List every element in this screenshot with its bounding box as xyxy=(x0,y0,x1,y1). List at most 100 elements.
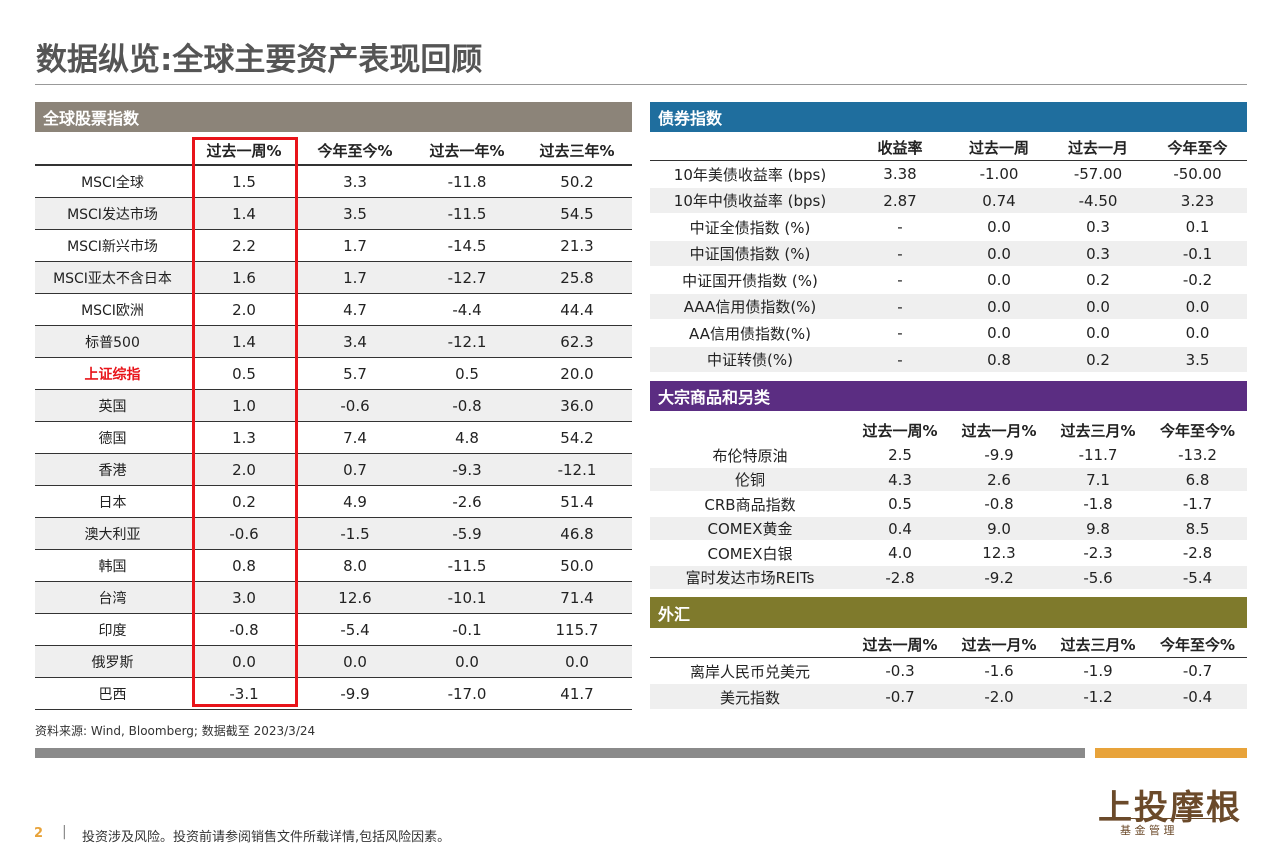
table-cell: -2.8 xyxy=(1182,544,1213,563)
column-header: 过去三月% xyxy=(1060,421,1136,440)
table-cell: 1.0 xyxy=(232,397,256,415)
table-cell: - xyxy=(897,297,903,316)
table-row xyxy=(35,198,632,230)
table-cell: 0.0 xyxy=(987,244,1011,263)
table-cell: 0.0 xyxy=(1086,324,1110,343)
table-cell: -11.5 xyxy=(447,205,487,223)
table-cell: -0.4 xyxy=(1182,688,1213,706)
table-cell: 1.3 xyxy=(232,429,256,447)
table-cell: 0.0 xyxy=(455,653,479,671)
table-cell: 6.8 xyxy=(1185,470,1210,489)
table-cell: -11.8 xyxy=(447,173,487,191)
table-cell: -10.1 xyxy=(447,589,487,607)
table-row xyxy=(650,187,1247,214)
table-cell: 1.5 xyxy=(232,173,256,191)
table-cell: 46.8 xyxy=(560,525,594,543)
table-cell: 0.3 xyxy=(1086,244,1110,263)
table-cell: 0.74 xyxy=(982,191,1016,210)
logo-tagline: 基 金 管 理 xyxy=(1120,824,1175,837)
table-cell: 1.4 xyxy=(232,333,256,351)
table-cell: -0.8 xyxy=(452,397,482,415)
header-rule xyxy=(650,160,1247,162)
table-cell: 2.2 xyxy=(232,237,256,255)
column-header: 今年至今% xyxy=(1159,421,1236,440)
table-row xyxy=(35,422,632,454)
column-header: 过去一周 xyxy=(968,138,1029,157)
table-cell: 21.3 xyxy=(560,237,594,255)
row-label: CRB商品指数 xyxy=(704,495,796,514)
table-row xyxy=(650,293,1247,320)
table-cell: 1.7 xyxy=(343,269,367,287)
table-cell: 4.8 xyxy=(455,429,479,447)
table-cell: 0.0 xyxy=(1086,297,1110,316)
table-cell: 2.0 xyxy=(232,461,256,479)
table-cell: 1.6 xyxy=(232,269,256,287)
table-cell: -2.3 xyxy=(1083,544,1113,563)
column-header: 过去一月 xyxy=(1067,138,1128,157)
table-row xyxy=(650,214,1247,241)
table-cell: 4.9 xyxy=(343,493,367,511)
table-cell: -3.1 xyxy=(229,685,259,703)
table-cell: - xyxy=(897,350,903,369)
divider: | xyxy=(62,824,67,840)
page-number: 2 xyxy=(34,826,44,841)
table-cell: -2.8 xyxy=(885,568,915,587)
column-header: 过去三年% xyxy=(539,141,615,160)
row-label: 10年美债收益率 (bps) xyxy=(673,165,827,184)
row-label: 巴西 xyxy=(98,687,127,703)
table-cell: 2.6 xyxy=(987,470,1011,489)
row-label: 离岸人民币兑美元 xyxy=(689,662,810,681)
table-row xyxy=(35,166,632,198)
footer-accent xyxy=(1095,748,1247,758)
table-row xyxy=(650,443,1247,468)
table-cell: 4.0 xyxy=(888,544,912,563)
column-header: 过去一年% xyxy=(429,141,505,160)
table-cell: 0.0 xyxy=(987,218,1011,237)
table-cell: 1.4 xyxy=(232,205,256,223)
table-cell: -11.7 xyxy=(1078,446,1118,465)
table-cell: 0.0 xyxy=(1185,324,1210,343)
table-cell: 8.5 xyxy=(1185,519,1210,538)
table-cell: 3.0 xyxy=(232,589,256,607)
column-header: 今年至今% xyxy=(1159,636,1236,654)
table-cell: 9.0 xyxy=(987,519,1011,538)
table-cell: 51.4 xyxy=(560,493,594,511)
slide-title: 数据纵览:全球主要资产表现回顾 xyxy=(36,42,483,78)
table-cell: 2.5 xyxy=(888,446,912,465)
table-cell: -9.9 xyxy=(984,446,1014,465)
table-cell: 5.7 xyxy=(343,365,367,383)
table-cell: 0.2 xyxy=(1086,350,1110,369)
column-header: 过去一周% xyxy=(862,421,938,440)
table-cell: 12.3 xyxy=(982,544,1016,563)
table-cell: 3.3 xyxy=(343,173,367,191)
table-cell: 44.4 xyxy=(560,301,594,319)
table-cell: 0.0 xyxy=(987,324,1011,343)
table-cell: -1.9 xyxy=(1083,662,1113,680)
row-label: COMEX白银 xyxy=(707,544,793,563)
table-cell: -0.1 xyxy=(1182,244,1213,263)
table-cell: - xyxy=(897,271,903,290)
row-label: 伦铜 xyxy=(734,471,765,490)
row-label: 日本 xyxy=(98,495,127,511)
table-cell: 0.2 xyxy=(232,493,256,511)
row-label: MSCI发达市场 xyxy=(67,207,158,223)
highlight-box xyxy=(192,137,298,707)
column-header: 过去一周% xyxy=(206,141,282,160)
table-row xyxy=(35,646,632,678)
column-header: 今年至今 xyxy=(1167,138,1228,157)
table-cell: 8.0 xyxy=(343,557,367,575)
table-row xyxy=(35,358,632,390)
table-cell: -0.1 xyxy=(452,621,482,639)
table-cell: -14.5 xyxy=(447,237,487,255)
table-cell: -0.3 xyxy=(885,662,915,680)
table-cell: - xyxy=(897,218,903,237)
table-cell: 3.38 xyxy=(883,165,917,184)
table-cell: -2.6 xyxy=(452,493,482,511)
row-label: 上证综指 xyxy=(84,367,141,383)
table-cell: 9.8 xyxy=(1086,519,1110,538)
table-cell: 20.0 xyxy=(560,365,594,383)
table-row xyxy=(35,518,632,550)
table-cell: 4.3 xyxy=(888,470,912,489)
table-cell: -9.9 xyxy=(340,685,370,703)
